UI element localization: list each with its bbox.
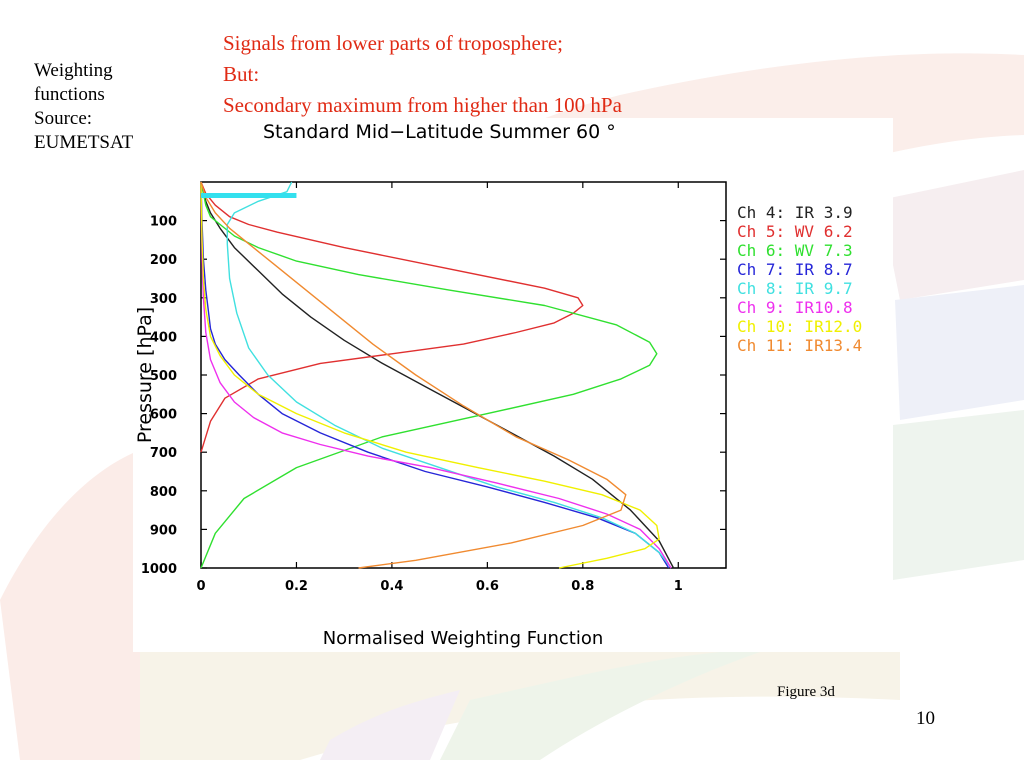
series-line xyxy=(200,181,660,569)
legend-entry: Ch 7: IR 8.7 xyxy=(737,260,853,279)
y-tick-label: 300 xyxy=(150,292,177,307)
headline-line: Signals from lower parts of troposphere; xyxy=(223,31,564,55)
series-line xyxy=(200,181,670,569)
legend-entry: Ch 6: WV 7.3 xyxy=(737,241,853,260)
y-tick-label: 1000 xyxy=(141,562,177,577)
y-tick-label: 700 xyxy=(150,446,177,461)
plot-frame xyxy=(200,181,727,569)
headline-line: Secondary maximum from higher than 100 h… xyxy=(223,93,622,117)
page-number: 10 xyxy=(916,708,935,729)
legend: Ch 4: IR 3.9Ch 5: WV 6.2Ch 6: WV 7.3Ch 7… xyxy=(737,203,862,355)
series-line xyxy=(200,181,658,569)
legend-entry: Ch 9: IR10.8 xyxy=(737,298,853,317)
source-note-line: Weighting xyxy=(34,60,113,81)
y-axis-label: Pressure [hPa] xyxy=(134,307,156,443)
x-tick-label: 0.6 xyxy=(476,579,499,594)
chart-title: Standard Mid−Latitude Summer 60 ° xyxy=(263,121,616,143)
series-line xyxy=(200,181,675,569)
y-tick-label: 500 xyxy=(150,369,177,384)
y-axis-ticks: 100 200 300 400 500 600 700 800 900 1000 xyxy=(141,215,726,577)
y-tick-label: 900 xyxy=(150,523,177,538)
x-tick-label: 0.2 xyxy=(285,579,308,594)
series-line xyxy=(226,181,672,569)
legend-entry: Ch 8: IR 9.7 xyxy=(737,279,853,298)
source-note-line: EUMETSAT xyxy=(34,132,134,153)
series-line xyxy=(200,181,627,569)
source-note-line: Source: xyxy=(34,108,93,129)
series-line xyxy=(200,181,584,453)
chart-panel: Standard Mid−Latitude Summer 60 ° 100 200… xyxy=(133,118,893,652)
y-tick-label: 600 xyxy=(150,408,177,423)
y-tick-label: 800 xyxy=(150,485,177,500)
plot-lines xyxy=(200,181,675,569)
x-tick-label: 0 xyxy=(196,579,205,594)
x-axis-label: Normalised Weighting Function xyxy=(323,628,604,649)
y-tick-label: 200 xyxy=(150,253,177,268)
y-tick-label: 100 xyxy=(150,215,177,230)
legend-entry: Ch 10: IR12.0 xyxy=(737,317,862,336)
y-tick-label: 400 xyxy=(150,330,177,345)
source-note-line: functions xyxy=(34,84,105,105)
slide-headline: Signals from lower parts of troposphere;… xyxy=(223,28,783,121)
source-note: Weighting functions Source: EUMETSAT xyxy=(34,59,174,155)
headline-line: But: xyxy=(223,62,260,86)
legend-entry: Ch 4: IR 3.9 xyxy=(737,203,853,222)
weighting-function-chart: Standard Mid−Latitude Summer 60 ° 100 200… xyxy=(134,121,862,649)
figure-caption: Figure 3d xyxy=(777,684,835,700)
x-tick-label: 0.4 xyxy=(380,579,403,594)
x-tick-label: 1 xyxy=(674,579,683,594)
x-axis-ticks: 0 0.2 0.4 0.6 0.8 1 xyxy=(196,182,683,594)
series-line xyxy=(200,181,672,569)
legend-entry: Ch 11: IR13.4 xyxy=(737,336,862,355)
x-tick-label: 0.8 xyxy=(571,579,594,594)
legend-entry: Ch 5: WV 6.2 xyxy=(737,222,853,241)
